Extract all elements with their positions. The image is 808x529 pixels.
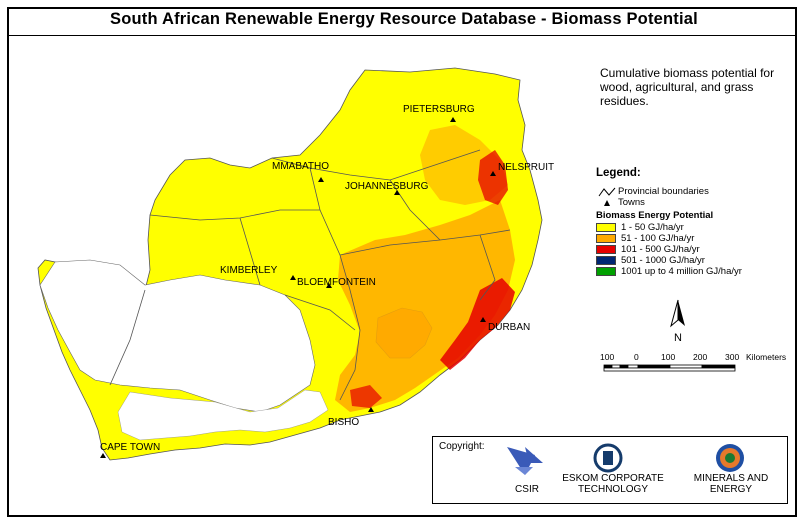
arid-region	[39, 259, 316, 413]
legend-towns-row: Towns	[596, 197, 742, 208]
red-zone-northeast	[478, 150, 508, 205]
town-marker-nelspruit	[490, 171, 496, 176]
legend-class-row: 1001 up to 4 million GJ/ha/yr	[596, 266, 742, 277]
eskom-label-line2: TECHNOLOGY	[577, 484, 648, 495]
copyright-label: Copyright:	[439, 441, 485, 452]
arid-region-south	[117, 389, 329, 441]
orange-zone-east	[335, 200, 515, 412]
legend-class-row: 501 - 1000 GJ/ha/yr	[596, 255, 742, 266]
town-label-bisho: BISHO	[328, 417, 359, 428]
legend-class-label: 1001 up to 4 million GJ/ha/yr	[621, 266, 742, 277]
legend-swatch-red	[596, 245, 616, 254]
scale-tick-label: 200	[693, 352, 707, 362]
legend-swatch-orange	[596, 234, 616, 243]
copyright-box: Copyright: CSIR ESKOM CORPORATE TECHNOLO…	[432, 436, 788, 504]
map-description: Cumulative biomass potential for wood, a…	[600, 66, 775, 108]
town-marker-bloemfontein	[326, 283, 332, 288]
legend-class-label: 101 - 500 GJ/ha/yr	[621, 244, 700, 255]
map-frame	[7, 7, 797, 517]
town-label-johannesburg: JOHANNESBURG	[345, 181, 429, 192]
town-marker-johannesburg	[394, 190, 400, 195]
scale-unit-label: Kilometers	[746, 352, 786, 362]
town-marker-durban	[480, 317, 486, 322]
red-zone-south	[350, 385, 382, 408]
town-label-durban: DURBAN	[488, 322, 530, 333]
minerals-label-line1: MINERALS AND	[693, 473, 769, 484]
scale-tick-label: 100	[661, 352, 675, 362]
map-title: South African Renewable Energy Resource …	[110, 10, 698, 28]
boundary-line-icon	[596, 187, 618, 197]
legend-title: Legend:	[596, 167, 641, 179]
eskom-label-line1: ESKOM CORPORATE	[562, 473, 664, 484]
minerals-energy-logo	[716, 444, 744, 472]
legend-class-label: 501 - 1000 GJ/ha/yr	[621, 255, 705, 266]
scale-tick-label: 300	[725, 352, 739, 362]
legend-swatch-yellow	[596, 223, 616, 232]
town-marker-bisho	[368, 407, 374, 412]
town-label-pietersburg: PIETERSBURG	[403, 104, 475, 115]
north-arrow-icon: N	[670, 299, 685, 344]
legend-class-row: 51 - 100 GJ/ha/yr	[596, 233, 742, 244]
title-divider	[9, 35, 795, 36]
legend-class-row: 101 - 500 GJ/ha/yr	[596, 244, 742, 255]
south-africa-map: PIETERSBURG NELSPRUIT MMABATHO JOHANNESB…	[37, 67, 554, 461]
town-markers	[100, 117, 496, 458]
legend-swatch-green	[596, 267, 616, 276]
north-label: N	[674, 332, 682, 344]
red-zone-coast	[440, 278, 515, 370]
scale-bar: 100 0 100 200 300 Kilometers	[600, 352, 786, 372]
legend-classes-title: Biomass Energy Potential	[596, 210, 714, 221]
legend-class-row: 1 - 50 GJ/ha/yr	[596, 222, 742, 233]
town-label-cape-town: CAPE TOWN	[100, 442, 160, 453]
minerals-label-line2: ENERGY	[709, 484, 753, 495]
eskom-logo	[593, 443, 623, 473]
scale-tick-label: 100	[600, 352, 614, 362]
town-marker-mmabatho	[318, 177, 324, 182]
town-marker-pietersburg	[450, 117, 456, 122]
town-triangle-icon	[596, 199, 618, 207]
town-label-kimberley: KIMBERLEY	[220, 265, 278, 276]
csir-logo	[507, 447, 543, 475]
town-label-bloemfontein: BLOEMFONTEIN	[297, 277, 376, 288]
town-marker-cape-town	[100, 453, 106, 458]
town-label-nelspruit: NELSPRUIT	[498, 162, 554, 173]
town-label-mmabatho: MMABATHO	[272, 161, 329, 172]
legend-class-label: 51 - 100 GJ/ha/yr	[621, 233, 695, 244]
legend-swatch-navy	[596, 256, 616, 265]
legend: Provincial boundaries Towns Biomass Ener…	[596, 186, 742, 277]
provincial-boundaries	[109, 149, 511, 401]
csir-label: CSIR	[515, 484, 539, 495]
legend-boundaries-row: Provincial boundaries	[596, 186, 742, 197]
legend-towns-label: Towns	[618, 197, 645, 208]
legend-boundaries-label: Provincial boundaries	[618, 186, 709, 197]
scale-tick-label: 0	[634, 352, 639, 362]
legend-class-label: 1 - 50 GJ/ha/yr	[621, 222, 684, 233]
scale-bar-segments	[603, 364, 736, 372]
town-marker-kimberley	[290, 275, 296, 280]
